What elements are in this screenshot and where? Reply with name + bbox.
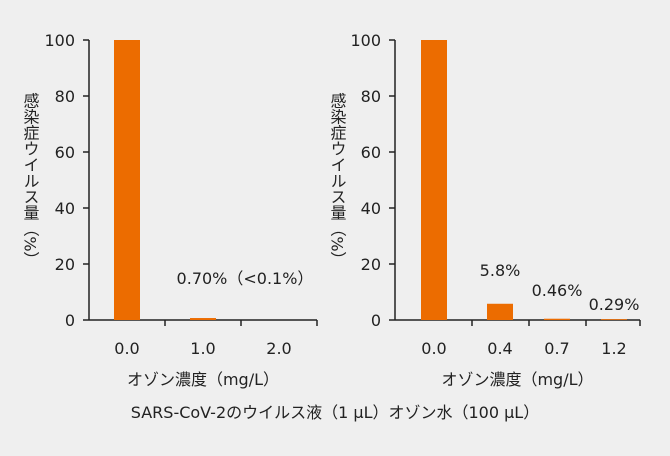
bar <box>114 40 140 320</box>
y-tick-label: 60 <box>361 143 381 162</box>
y-tick-label: 60 <box>55 143 75 162</box>
x-axis-title: オゾン濃度（mg/L） <box>127 370 279 389</box>
bar <box>421 40 447 320</box>
bar <box>601 319 627 320</box>
data-label: 0.70%（<0.1%） <box>177 269 314 288</box>
bar <box>190 318 216 320</box>
bar <box>487 303 513 320</box>
x-tick-label: 1.0 <box>190 339 215 358</box>
x-tick-label: 1.2 <box>601 339 626 358</box>
y-axis-title: 感染症ウイルス量（%） <box>328 92 347 267</box>
x-tick-label: 0.0 <box>421 339 446 358</box>
data-label: 0.46% <box>532 281 583 300</box>
y-tick-label: 100 <box>44 31 75 50</box>
x-tick-label: 0.4 <box>487 339 512 358</box>
y-tick-label: 0 <box>371 311 381 330</box>
y-tick-label: 0 <box>65 311 75 330</box>
x-tick-label: 0.0 <box>114 339 139 358</box>
x-axis-title: オゾン濃度（mg/L） <box>441 370 593 389</box>
y-tick-label: 20 <box>361 255 381 274</box>
y-tick-label: 40 <box>55 199 75 218</box>
bar <box>544 318 570 320</box>
y-tick-label: 20 <box>55 255 75 274</box>
y-tick-label: 100 <box>350 31 381 50</box>
data-label: 0.29% <box>589 295 640 314</box>
x-tick-label: 2.0 <box>266 339 291 358</box>
y-tick-label: 80 <box>55 87 75 106</box>
x-tick-label: 0.7 <box>544 339 569 358</box>
y-tick-label: 80 <box>361 87 381 106</box>
y-tick-label: 40 <box>361 199 381 218</box>
y-axis-title: 感染症ウイルス量（%） <box>21 92 40 267</box>
caption: SARS-CoV-2のウイルス液（1 μL）オゾン水（100 μL） <box>131 403 539 422</box>
data-label: 5.8% <box>480 261 521 280</box>
